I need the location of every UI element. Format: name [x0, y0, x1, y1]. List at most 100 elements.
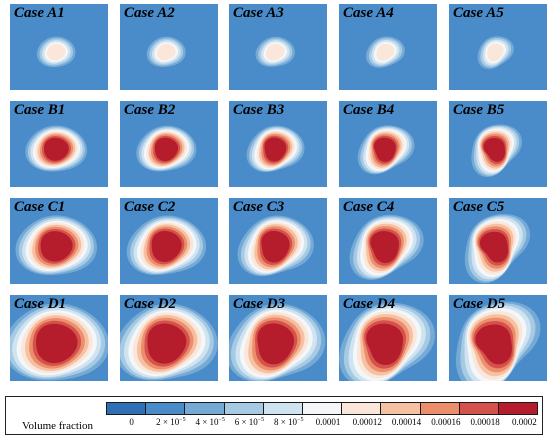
contour-plot [10, 295, 108, 381]
colorbar-swatch [106, 402, 146, 415]
panel-label: Case C3 [233, 199, 285, 215]
colorbar-swatch [419, 402, 459, 415]
contour-plot [449, 101, 547, 187]
contour-band [154, 137, 179, 162]
colorbar-swatch [223, 402, 263, 415]
contour-panel: Case B5 [449, 101, 547, 187]
panel-label: Case D3 [233, 296, 286, 312]
panel-label: Case A1 [14, 5, 65, 21]
contour-panel: Case A3 [229, 4, 327, 90]
contour-plot [449, 295, 547, 381]
colorbar-tick-label: 4 × 10−5 [195, 417, 225, 427]
contour-band [374, 137, 396, 162]
contour-band [370, 231, 399, 264]
colorbar-swatch [184, 402, 224, 415]
contour-plot [10, 198, 108, 284]
contour-panel-grid: Case A1 Case A2 Case A3 Case A4 Case A5 Case … [10, 4, 547, 381]
panel-label: Case C4 [343, 199, 395, 215]
colorbar [106, 402, 539, 415]
contour-plot [229, 295, 327, 381]
contour-panel: Case D4 [339, 295, 437, 381]
colorbar-swatch [301, 402, 342, 415]
colorbar-tick-label: 0.00016 [431, 417, 461, 427]
panel-label: Case D1 [14, 296, 67, 312]
panel-label: Case B1 [14, 102, 66, 118]
panel-label: Case C2 [124, 199, 176, 215]
contour-panel: Case B1 [10, 101, 108, 187]
contour-panel: Case A1 [10, 4, 108, 90]
colorbar-tick-label: 0.0002 [511, 417, 537, 427]
contour-band [366, 323, 404, 366]
contour-band [36, 323, 78, 364]
panel-label: Case B4 [343, 102, 395, 118]
contour-panel: Case D3 [229, 295, 327, 381]
contour-plot [120, 4, 218, 90]
contour-band [44, 137, 69, 161]
colorbar-tick-label: 0.00018 [470, 417, 500, 427]
contour-panel: Case D1 [10, 295, 108, 381]
contour-panel: Case A4 [339, 4, 437, 90]
contour-plot [339, 295, 437, 381]
colorbar-tick-label: 0.00014 [391, 417, 422, 427]
contour-panel: Case D2 [120, 295, 218, 381]
contour-band [487, 43, 504, 62]
panel-label: Case D2 [124, 296, 177, 312]
contour-band [376, 43, 395, 61]
contour-plot [229, 4, 327, 90]
contour-band [151, 230, 182, 263]
legend-title: Volume fraction [22, 420, 93, 432]
contour-band [46, 44, 66, 61]
panel-label: Case C5 [453, 199, 505, 215]
contour-band [266, 43, 285, 61]
panel-label: Case C1 [14, 199, 66, 215]
contour-band [40, 231, 73, 262]
panel-label: Case B3 [233, 102, 285, 118]
contour-panel: Case C3 [229, 198, 327, 284]
colorbar-tick-label: 0.0001 [315, 417, 341, 427]
contour-band [479, 231, 509, 263]
panel-label: Case A3 [233, 5, 284, 21]
contour-band [264, 137, 287, 162]
contour-plot [120, 101, 218, 187]
contour-band [257, 323, 295, 365]
panel-label: Case B5 [453, 102, 505, 118]
contour-panel: Case B4 [339, 101, 437, 187]
contour-plot [339, 4, 437, 90]
colorbar-tick-label: 0 [129, 417, 134, 427]
contour-panel: Case B2 [120, 101, 218, 187]
contour-panel: Case C4 [339, 198, 437, 284]
colorbar-legend: Volume fraction 0 2 × 10−5 4 × 10−5 6 × 10−… [5, 396, 543, 435]
colorbar-tick-label: 0.00012 [352, 417, 382, 427]
contour-panel: Case D5 [449, 295, 547, 381]
colorbar-swatch [262, 402, 302, 415]
panel-label: Case A5 [453, 5, 504, 21]
panel-label: Case A2 [124, 5, 175, 21]
contour-plot [449, 4, 547, 90]
contour-band [261, 230, 290, 263]
panel-label: Case B2 [124, 102, 176, 118]
colorbar-swatch [341, 402, 381, 415]
contour-band [147, 323, 187, 364]
contour-plot [10, 101, 108, 187]
contour-panel: Case C5 [449, 198, 547, 284]
contour-plot [339, 101, 437, 187]
panel-label: Case A4 [343, 5, 394, 21]
contour-band [157, 43, 176, 61]
contour-plot [229, 198, 327, 284]
colorbar-tick-label: 8 × 10−5 [273, 417, 304, 427]
panel-label: Case D5 [453, 296, 506, 312]
panel-label: Case D4 [343, 296, 396, 312]
colorbar-swatch [145, 402, 185, 415]
contour-plot [229, 101, 327, 187]
colorbar-ticks: 0 2 × 10−5 4 × 10−5 6 × 10−5 8 × 10−5 0.0001 0… [106, 417, 538, 433]
contour-panel: Case C2 [120, 198, 218, 284]
contour-plot [120, 198, 218, 284]
colorbar-swatch [380, 402, 420, 415]
contour-panel: Case C1 [10, 198, 108, 284]
colorbar-tick-label: 6 × 10−5 [234, 417, 265, 427]
contour-panel: Case A5 [449, 4, 547, 90]
colorbar-swatch [458, 402, 498, 415]
contour-band [475, 324, 512, 365]
contour-band [483, 137, 506, 162]
